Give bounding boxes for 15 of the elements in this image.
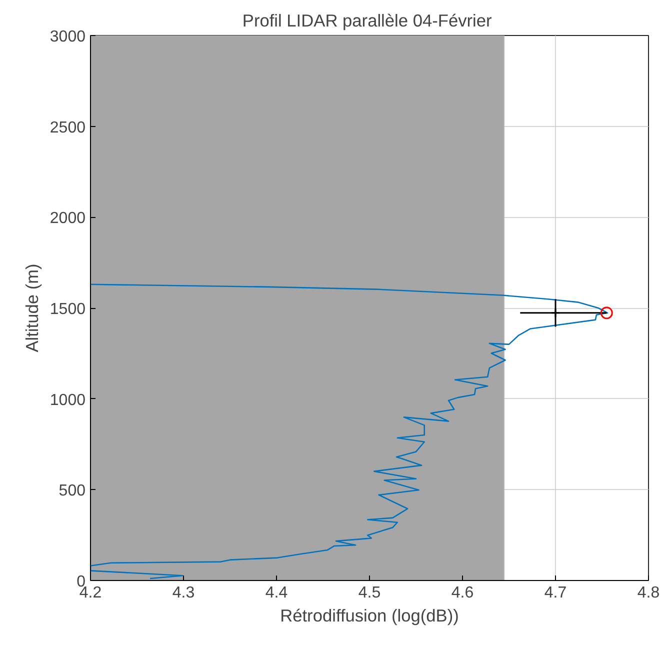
y-tick-label: 1500 bbox=[50, 301, 86, 318]
x-tick-label: 4.8 bbox=[637, 584, 660, 602]
chart-title: Profil LIDAR parallèle 04-Février bbox=[242, 10, 492, 30]
y-tick-label: 500 bbox=[58, 482, 86, 500]
y-tick-label: 2000 bbox=[50, 210, 86, 228]
y-tick-label: 1000 bbox=[50, 392, 86, 409]
y-axis-title: Altitude (m) bbox=[22, 264, 42, 352]
y-tick-label: 3000 bbox=[50, 28, 86, 46]
y-tick-label: 2500 bbox=[50, 119, 86, 136]
x-tick-label: 4.6 bbox=[451, 584, 474, 602]
x-axis-title: Rétrodiffusion (log(dB)) bbox=[280, 606, 459, 626]
x-tick-label: 4.3 bbox=[172, 584, 195, 602]
x-tick-label: 4.4 bbox=[265, 584, 288, 602]
x-tick-label: 4.5 bbox=[358, 584, 381, 602]
x-tick-label: 4.7 bbox=[544, 584, 567, 602]
